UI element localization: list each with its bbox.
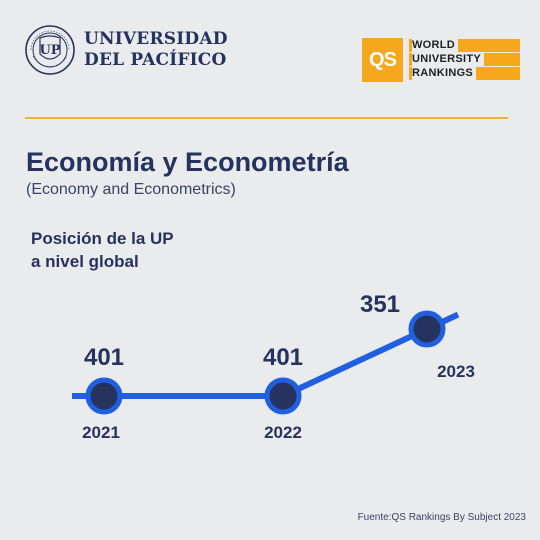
source-note: Fuente:QS Rankings By Subject 2023 — [357, 512, 526, 523]
university-seal-icon: UP — [25, 25, 75, 75]
qs-text-line2: UNIVERSITY — [412, 53, 485, 66]
universidad-del-pacifico-logo: UP UNIVERSIDAD DEL PACÍFICO — [24, 24, 228, 76]
university-name-line1: UNIVERSIDAD — [84, 29, 228, 49]
year-label-2022: 2022 — [264, 423, 302, 442]
qs-rankings-logo: QS WORLD UNIVERSITY RANKINGS — [362, 38, 520, 82]
data-point-2022 — [264, 377, 302, 415]
metric-label-line1: Posición de la UP — [31, 229, 174, 248]
university-name-line2: DEL PACÍFICO — [84, 50, 227, 70]
year-label-2021: 2021 — [82, 423, 120, 442]
metric-label-line2: a nivel global — [31, 252, 139, 271]
value-label-2023: 351 — [360, 291, 400, 318]
qs-mark: QS — [362, 38, 403, 82]
data-point-2021 — [85, 377, 123, 415]
metric-label: Posición de la UP a nivel global — [31, 227, 174, 273]
year-label-2023: 2023 — [437, 362, 475, 381]
qs-text-line1: WORLD — [412, 39, 459, 52]
qs-text-line3: RANKINGS — [412, 67, 477, 80]
page-subtitle: (Economy and Econometrics) — [26, 181, 236, 198]
value-label-2022: 401 — [263, 344, 303, 371]
svg-text:UP: UP — [39, 43, 60, 58]
university-name: UNIVERSIDAD DEL PACÍFICO — [84, 29, 228, 71]
page-title: Economía y Econometría — [26, 147, 349, 177]
data-point-2023 — [408, 310, 446, 348]
header-divider — [25, 117, 508, 119]
value-label-2021: 401 — [84, 344, 124, 371]
